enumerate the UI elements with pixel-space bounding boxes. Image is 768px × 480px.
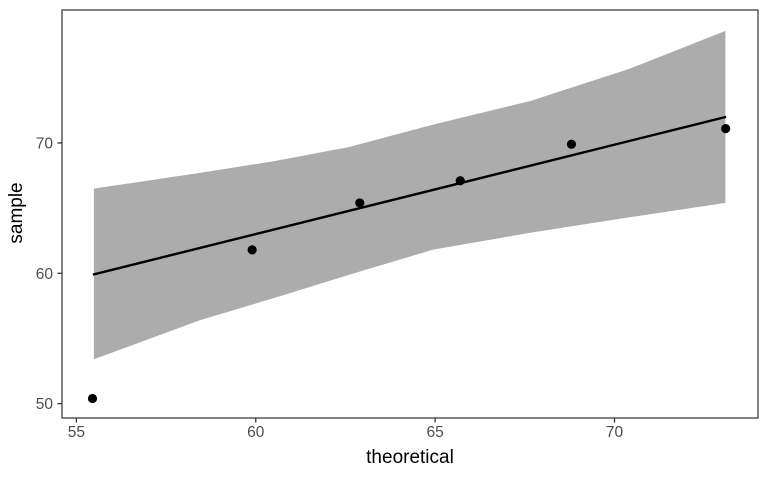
y-tick-label: 70 — [36, 135, 54, 152]
data-point — [87, 393, 98, 404]
data-point — [355, 198, 365, 208]
qq-fit-line — [92, 115, 727, 276]
data-point — [721, 124, 731, 134]
y-tick-label: 60 — [36, 266, 54, 283]
x-tick-label: 60 — [247, 424, 265, 441]
x-tick-label: 65 — [426, 424, 443, 441]
data-point — [455, 176, 465, 186]
panel-border — [61, 9, 759, 419]
data-point — [247, 245, 257, 255]
x-axis-title: theoretical — [366, 447, 454, 468]
y-axis-title: sample — [6, 182, 27, 244]
y-tick-label: 50 — [36, 396, 54, 413]
x-tick-label: 70 — [606, 424, 624, 441]
x-tick-label: 55 — [68, 424, 85, 441]
data-point — [566, 139, 577, 149]
